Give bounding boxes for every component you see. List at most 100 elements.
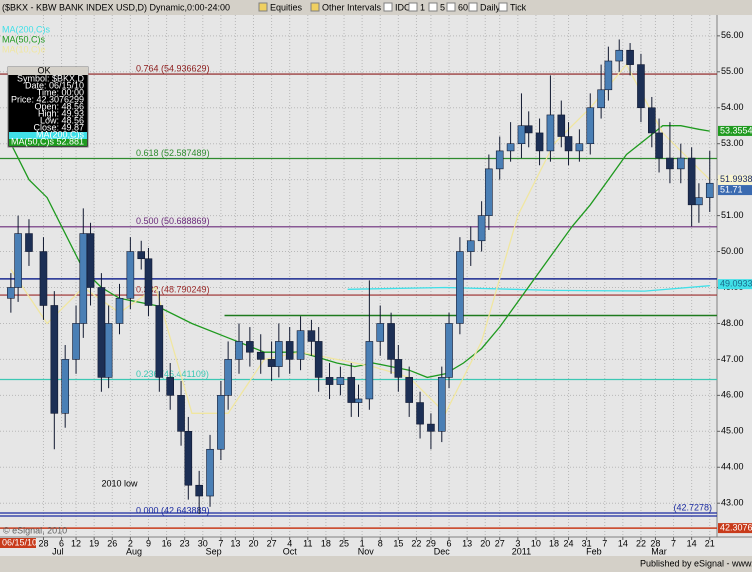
fib-label: 0.236 (46.441109) bbox=[136, 369, 209, 379]
axis-marker-label: 42.30763 bbox=[720, 522, 752, 532]
x-tick-label: 6 bbox=[447, 538, 452, 548]
candle-body bbox=[336, 377, 345, 385]
x-tick-label: 11 bbox=[303, 538, 312, 548]
toolbar-icon bbox=[258, 2, 268, 12]
candle-body bbox=[666, 157, 674, 170]
y-tick-label: 54.00 bbox=[721, 102, 744, 112]
toolbar-button[interactable]: 5 bbox=[440, 2, 445, 12]
candle-body bbox=[466, 240, 475, 252]
candle-body bbox=[575, 143, 584, 152]
fib-label: 0.500 (50.688869) bbox=[136, 216, 210, 226]
x-tick-label: 22 bbox=[636, 538, 646, 548]
x-tick-label: 10 bbox=[531, 538, 541, 548]
candle-body bbox=[285, 341, 294, 360]
candle-body bbox=[314, 341, 323, 378]
toolbar bbox=[0, 0, 752, 15]
axis-marker-label: 53.3554 bbox=[720, 125, 752, 135]
ma-line bbox=[10, 125, 710, 379]
candle-body bbox=[546, 114, 555, 152]
month-label: Jul bbox=[52, 546, 64, 556]
y-tick-label: 47.00 bbox=[721, 354, 744, 364]
infobox-row: Low: 48.56 bbox=[40, 115, 84, 125]
candle-body bbox=[535, 132, 544, 152]
toolbar-button[interactable]: 1 bbox=[420, 2, 425, 12]
candle-body bbox=[495, 150, 504, 170]
x-tick-label: 4 bbox=[287, 538, 292, 548]
infobox-row-bg bbox=[9, 132, 87, 139]
toolbar-button[interactable]: Equities bbox=[270, 2, 303, 12]
ma-line bbox=[347, 285, 710, 292]
candle-body bbox=[217, 395, 225, 450]
toolbar-button[interactable]: Tick bbox=[510, 2, 527, 12]
x-tick-label: 14 bbox=[618, 538, 628, 548]
fib-label: 0.382 (48.790249) bbox=[136, 284, 210, 294]
chart-title: ($BKX - KBW BANK INDEX USD,D) Dynamic,0:… bbox=[2, 2, 230, 12]
candle-body bbox=[586, 107, 595, 145]
legend-entry: MA(50,C)s bbox=[2, 34, 46, 44]
toolbar-icon bbox=[446, 2, 456, 12]
fib-label: 0.000 (42.643889) bbox=[136, 505, 210, 515]
candle-body bbox=[7, 287, 15, 299]
x-tick-label: 18 bbox=[549, 538, 559, 548]
candle-body bbox=[137, 251, 146, 260]
candle-body bbox=[557, 114, 566, 137]
x-tick-label: 7 bbox=[671, 538, 676, 548]
x-tick-label: 23 bbox=[180, 538, 190, 548]
axis-marker-label: 49.0933 bbox=[720, 279, 752, 289]
y-tick-label: 46.00 bbox=[721, 390, 744, 400]
infobox-row: Open: 48.56 bbox=[34, 101, 84, 111]
fib-label: 0.618 (52.587489) bbox=[136, 148, 210, 158]
candle-body bbox=[437, 377, 446, 432]
y-tick-label: 55.00 bbox=[721, 66, 744, 76]
infobox-row: MA(200,C)s bbox=[36, 129, 85, 139]
x-tick-label: 27 bbox=[267, 538, 277, 548]
candle-body bbox=[79, 233, 88, 324]
y-tick-label: 50.00 bbox=[721, 246, 744, 256]
x-tick-label: 29 bbox=[426, 538, 436, 548]
x-tick-label: 6 bbox=[59, 538, 64, 548]
toolbar-button[interactable]: Daily bbox=[480, 2, 501, 12]
cursor-date-box bbox=[0, 538, 36, 548]
candle-body bbox=[104, 323, 113, 378]
candle-body bbox=[405, 377, 413, 403]
month-label: Oct bbox=[283, 546, 298, 556]
x-tick-label: 13 bbox=[230, 538, 240, 548]
candle-body bbox=[14, 233, 22, 288]
candle-body bbox=[626, 49, 634, 65]
toolbar-icon bbox=[498, 2, 508, 12]
toolbar-button[interactable]: Other Intervals bbox=[322, 2, 382, 12]
legend-entry: MA(10,C)e bbox=[2, 44, 46, 54]
candle-body bbox=[427, 423, 435, 432]
x-tick-label: 24 bbox=[564, 538, 574, 548]
y-tick-label: 44.00 bbox=[721, 462, 744, 472]
axis-marker bbox=[718, 185, 752, 196]
x-tick-label: 13 bbox=[462, 538, 472, 548]
toolbar-button[interactable]: 60 bbox=[458, 2, 468, 12]
candle-body bbox=[177, 395, 185, 432]
candle-body bbox=[184, 431, 193, 486]
x-tick-label: 30 bbox=[198, 538, 208, 548]
x-tick-label: 1 bbox=[360, 538, 365, 548]
y-tick-label: 45.00 bbox=[721, 426, 744, 436]
month-label: Feb bbox=[586, 546, 602, 556]
toolbar-icon bbox=[383, 2, 393, 12]
y-tick-label: 56.00 bbox=[721, 30, 744, 40]
month-label: Aug bbox=[126, 546, 142, 556]
x-tick-label: 21 bbox=[705, 538, 715, 548]
legend-entry: MA(200,C)s bbox=[2, 24, 51, 34]
x-tick-label: 28 bbox=[650, 538, 660, 548]
candle-body bbox=[365, 341, 374, 400]
candle-body bbox=[267, 359, 276, 367]
candle-body bbox=[655, 132, 663, 159]
y-tick-label: 51.00 bbox=[721, 210, 744, 220]
toolbar-button[interactable]: IDC bbox=[395, 2, 411, 12]
candle-body bbox=[477, 215, 486, 242]
candle-body bbox=[296, 330, 305, 360]
candle-body bbox=[39, 251, 48, 306]
x-tick-label: 27 bbox=[495, 538, 505, 548]
candle-body bbox=[387, 323, 395, 360]
candle-body bbox=[275, 341, 283, 367]
annotation: 2010 low bbox=[101, 478, 138, 488]
candle-body bbox=[637, 64, 645, 109]
